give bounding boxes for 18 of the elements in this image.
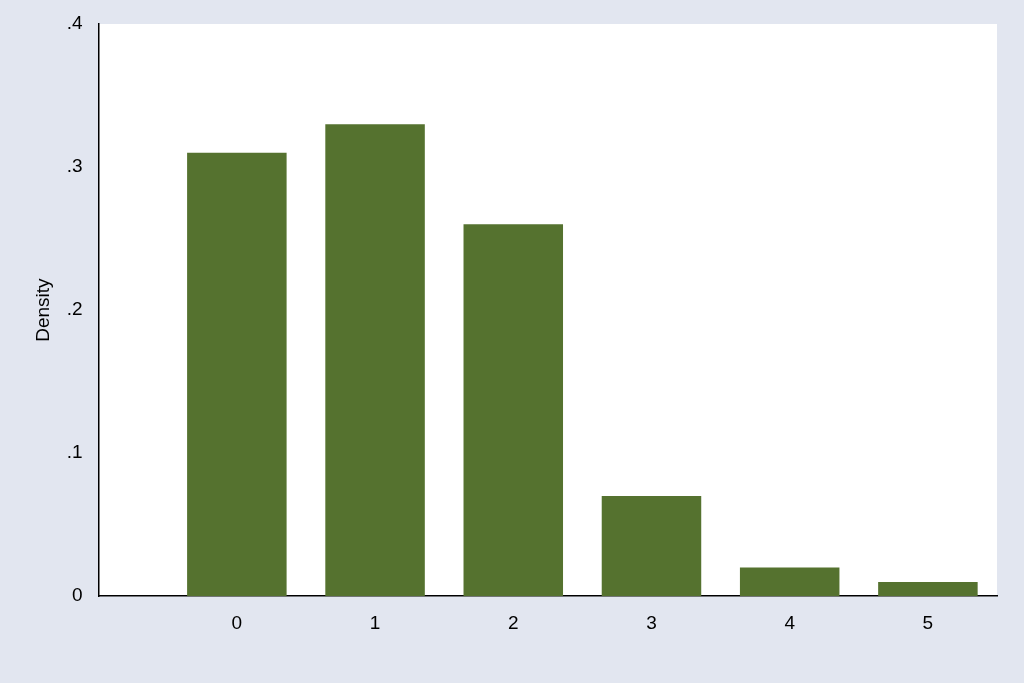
bar (739, 567, 840, 597)
y-tick-label: .4 (66, 12, 84, 34)
y-tick-label: 0 (72, 584, 83, 606)
bar (325, 124, 425, 597)
x-tick-label: 3 (646, 611, 657, 633)
bar (601, 496, 702, 597)
bar (463, 224, 564, 597)
x-tick-label: 4 (784, 611, 796, 633)
x-tick-label: 2 (507, 611, 519, 633)
bar (878, 581, 978, 597)
y-tick-label: .1 (66, 441, 83, 463)
x-tick-label: 5 (922, 611, 934, 633)
y-tick-label: .3 (66, 155, 83, 177)
y-axis-title: Density (31, 277, 53, 342)
y-tick-label: .2 (66, 298, 83, 320)
bar (187, 152, 287, 597)
x-tick-label: 0 (231, 611, 243, 633)
x-tick-label: 1 (369, 611, 381, 633)
